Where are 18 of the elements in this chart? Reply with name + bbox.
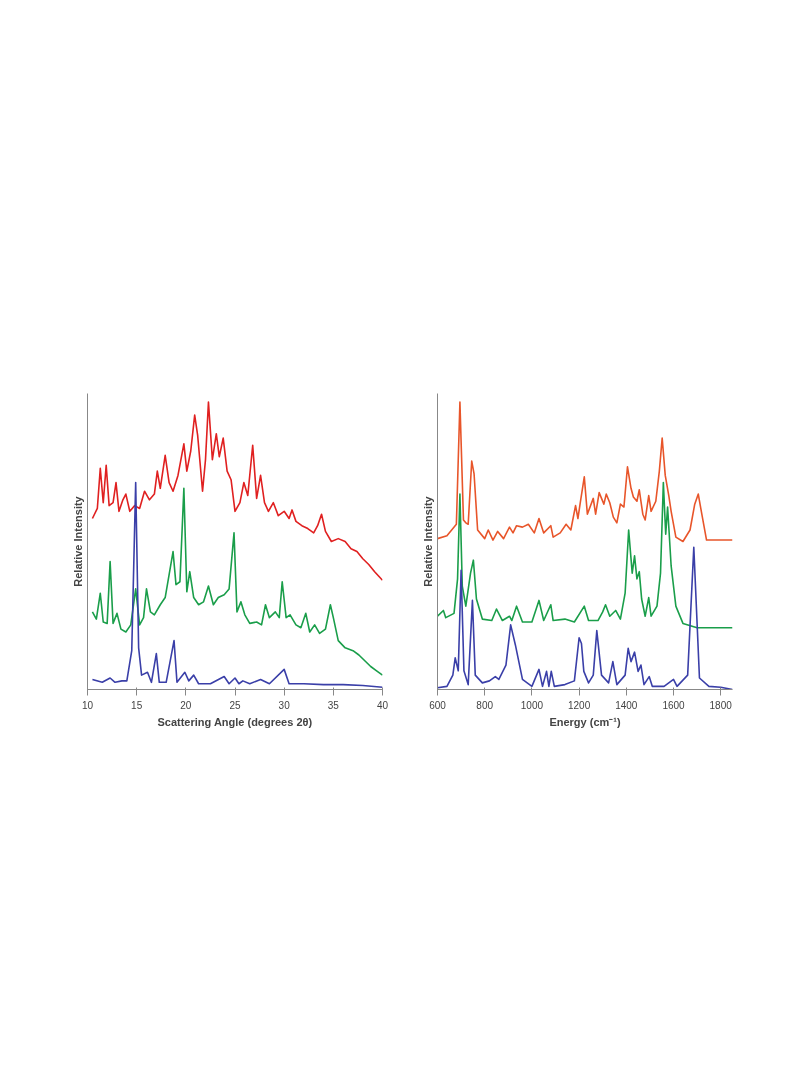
x-tick-label: 800	[476, 699, 494, 711]
x-tick-label: 1400	[615, 699, 638, 711]
x-axis-title: Scattering Angle (degrees 2θ)	[157, 715, 313, 728]
x-tick-label: 20	[180, 699, 192, 711]
x-tick-label: 1200	[567, 699, 591, 711]
x-tick-label: 40	[376, 699, 389, 711]
x-tick-label: 15	[131, 699, 143, 711]
x-axis-title: Energy (cm⁻¹)	[549, 715, 621, 728]
x-tick-label: 25	[229, 699, 241, 711]
x-tick-label: 1800	[709, 699, 733, 711]
y-axis-title: Relative Intensity	[421, 495, 434, 587]
x-tick-label: 10	[81, 699, 94, 711]
x-tick-label: 1600	[662, 699, 686, 711]
x-tick-label: 600	[429, 699, 447, 711]
x-tick-label: 30	[278, 699, 291, 711]
y-axis-title: Relative Intensity	[71, 495, 84, 587]
x-tick-label: 1000	[520, 699, 544, 711]
x-tick-label: 35	[327, 699, 340, 711]
